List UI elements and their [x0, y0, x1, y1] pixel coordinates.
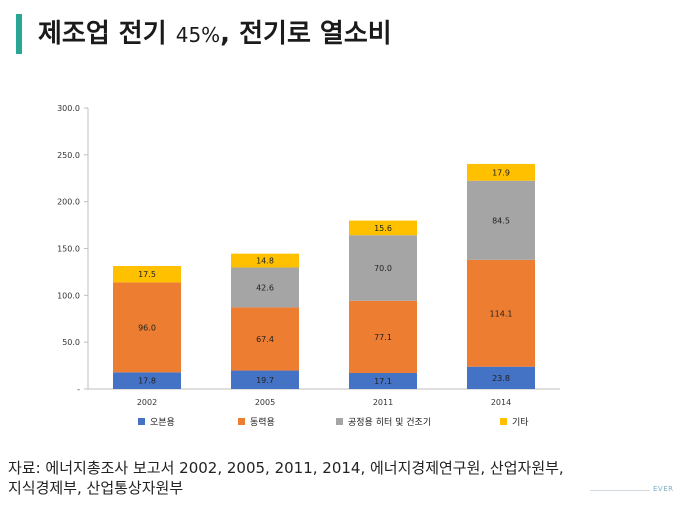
footer-brand: EVER	[653, 485, 674, 493]
bar-segment	[467, 180, 535, 260]
bar-segment	[113, 372, 181, 389]
title-rest: , 전기로 열소비	[220, 19, 392, 49]
y-tick-label: -	[77, 385, 80, 394]
data-label: 17.8	[138, 377, 156, 386]
data-label: 42.6	[256, 283, 274, 292]
bar-segment	[231, 253, 299, 268]
legend-label: 공정용 히터 및 건조기	[348, 416, 431, 428]
y-tick-label: 50.0	[62, 338, 80, 347]
x-tick-label: 2011	[373, 398, 393, 407]
source-line-1: 자료: 에너지총조사 보고서 2002, 2005, 2011, 2014, 에…	[8, 459, 564, 477]
title-percent: 45%	[175, 23, 221, 47]
source-note: 자료: 에너지총조사 보고서 2002, 2005, 2011, 2014, 에…	[8, 458, 672, 498]
source-line-2: 지식경제부, 산업통상자원부	[8, 479, 184, 497]
data-label: 84.5	[492, 216, 510, 225]
bar-segment	[467, 366, 535, 389]
data-label: 67.4	[256, 335, 274, 344]
bar-segment	[231, 267, 299, 308]
legend-swatch	[238, 418, 245, 425]
bar-segment	[467, 163, 535, 181]
data-label: 19.7	[256, 376, 274, 385]
data-label: 17.5	[138, 270, 156, 279]
y-tick-label: 250.0	[57, 151, 80, 160]
bar-segment	[113, 266, 181, 283]
data-label: 23.8	[492, 374, 510, 383]
title-main: 제조업 전기	[38, 19, 167, 49]
x-tick-label: 2002	[137, 398, 157, 407]
x-tick-label: 2005	[255, 398, 275, 407]
data-label: 14.8	[256, 257, 274, 266]
data-label: 96.0	[138, 323, 156, 332]
bar-segment	[349, 300, 417, 373]
x-tick-label: 2014	[491, 398, 511, 407]
data-label: 15.6	[374, 224, 392, 233]
bar-segment	[349, 235, 417, 301]
data-label: 17.9	[492, 168, 510, 177]
title-accent-bar	[16, 14, 22, 54]
y-tick-label: 150.0	[57, 245, 80, 254]
data-label: 77.1	[374, 333, 392, 342]
data-label: 70.0	[374, 264, 392, 273]
data-label: 114.1	[490, 309, 513, 318]
bar-segment	[113, 282, 181, 373]
stacked-bar-chart: -50.0100.0150.0200.0250.0300.017.896.0-1…	[57, 104, 560, 428]
bar-segment	[349, 220, 417, 236]
bar-segment	[349, 372, 417, 389]
footer-divider	[590, 490, 650, 491]
y-tick-label: 200.0	[57, 198, 80, 207]
legend-label: 기타	[512, 417, 529, 428]
legend-swatch	[138, 418, 145, 425]
legend-swatch	[500, 418, 507, 425]
legend-label: 오븐용	[150, 417, 175, 428]
y-tick-label: 300.0	[57, 104, 80, 113]
bar-segment	[467, 259, 535, 367]
page-title: 제조업 전기 45%, 전기로 열소비	[38, 14, 392, 54]
legend-swatch	[336, 418, 343, 425]
bar-segment	[231, 370, 299, 389]
legend-label: 동력용	[250, 416, 275, 428]
bar-segment	[231, 307, 299, 371]
y-tick-label: 100.0	[57, 291, 80, 300]
data-label: 17.1	[374, 377, 392, 386]
